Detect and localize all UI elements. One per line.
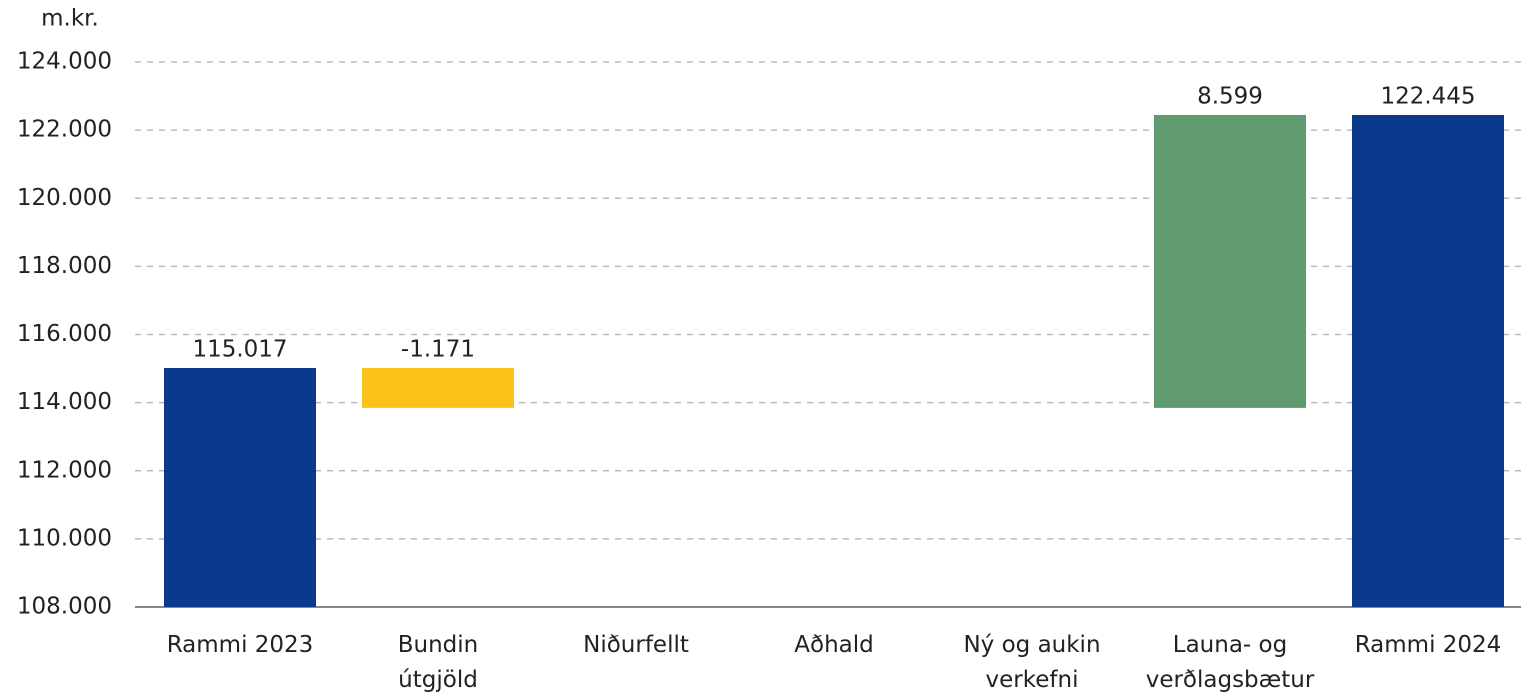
y-tick-label: 116.000: [17, 321, 112, 347]
x-tick-label: Launa- og verðlagsbætur: [1145, 632, 1315, 693]
x-tick-label: Rammi 2024: [1354, 632, 1502, 658]
bar: [1352, 114, 1504, 607]
data-label: -1.171: [401, 336, 475, 362]
x-tick-label: Rammi 2023: [166, 632, 314, 658]
data-label: 115.017: [192, 336, 287, 362]
y-tick-label: 122.000: [17, 117, 112, 143]
y-tick-label: 114.000: [17, 389, 112, 415]
bar: [164, 367, 316, 607]
y-tick-label: 112.000: [17, 457, 112, 483]
y-tick-label: 120.000: [17, 185, 112, 211]
y-tick-label: 108.000: [17, 594, 112, 620]
y-tick-label: 124.000: [17, 49, 112, 75]
y-axis-label: m.kr.: [41, 6, 99, 32]
x-tick-label: Aðhald: [794, 632, 874, 658]
data-label: 122.445: [1380, 83, 1475, 109]
bar: [1154, 114, 1306, 408]
y-tick-label: 110.000: [17, 525, 112, 551]
y-tick-label: 118.000: [17, 253, 112, 279]
bar: [362, 367, 514, 408]
x-tick-label: Ný og aukin verkefni: [963, 632, 1101, 693]
x-tick-label: Niðurfellt: [583, 632, 689, 658]
x-tick-label: Bundin útgjöld: [397, 632, 479, 693]
data-label: 8.599: [1197, 83, 1263, 109]
